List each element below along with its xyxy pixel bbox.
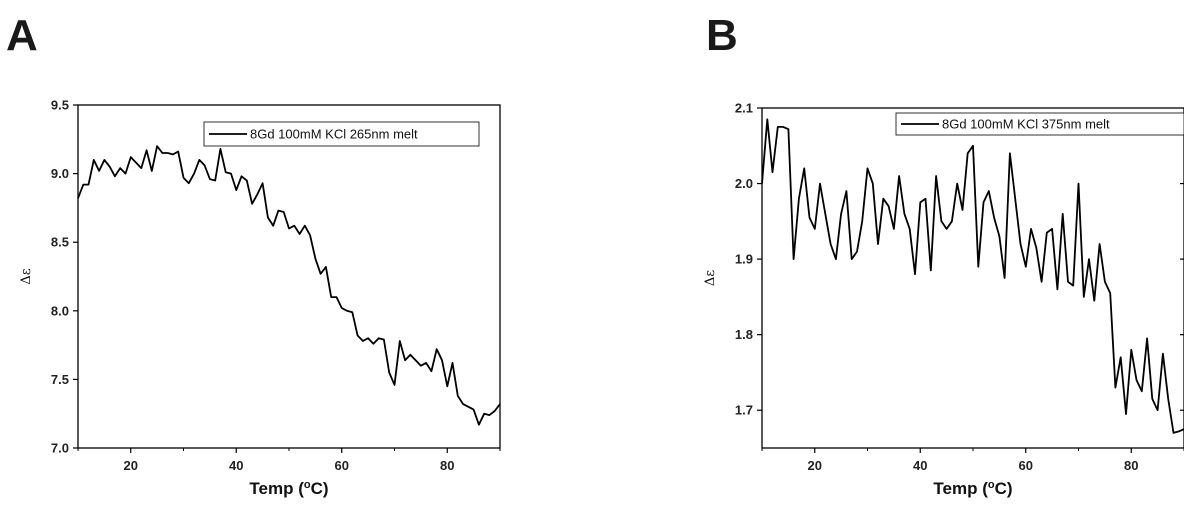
x-tick-label: 20 xyxy=(808,458,822,473)
x-tick-label: 60 xyxy=(1019,458,1033,473)
chart-panel-a: 20 40 60 80 7.0 7.5 8.0 8.5 9.0 9.5 8Gd 100mM KCl … xyxy=(19,98,501,498)
y-tick-label: 8.0 xyxy=(51,303,69,318)
y-tick-label: 7.0 xyxy=(51,441,69,456)
y-tick-label: 9.0 xyxy=(51,166,69,181)
x-tick-label: 20 xyxy=(124,458,138,473)
legend-box xyxy=(203,121,480,147)
y-tick-label: 1.8 xyxy=(735,327,753,342)
y-tick-label: 1.9 xyxy=(735,252,753,267)
panel-letter-b: B xyxy=(706,11,738,60)
series-line xyxy=(761,118,1184,434)
y-tick-label: 9.5 xyxy=(51,98,69,113)
y-tick-label: 1.7 xyxy=(735,403,753,418)
x-tick-label: 60 xyxy=(335,458,349,473)
x-tick-label: 40 xyxy=(913,458,927,473)
x-tick-label: 80 xyxy=(440,458,454,473)
legend-box xyxy=(895,112,1184,136)
chart-panel-b: 20 40 60 80 1.7 1.8 1.9 2.0 2.1 8Gd 100mM KCl 375… xyxy=(703,101,1184,498)
plot-frame xyxy=(77,104,501,449)
y-tick-label: 2.1 xyxy=(735,101,753,116)
series-line xyxy=(77,145,501,426)
y-tick-label: 7.5 xyxy=(51,372,69,387)
y-tick-label: 2.0 xyxy=(735,176,753,191)
panel-letter-a: A xyxy=(6,11,38,60)
y-axis-title: Δε xyxy=(703,270,718,286)
x-axis-title: Temp (oC) xyxy=(933,479,1012,498)
y-axis-title: Δε xyxy=(19,268,34,284)
legend-label: 8Gd 100mM KCl 265nm melt xyxy=(250,127,418,142)
legend-label: 8Gd 100mM KCl 375nm melt xyxy=(942,117,1110,132)
x-tick-label: 40 xyxy=(229,458,243,473)
y-tick-label: 8.5 xyxy=(51,235,69,250)
x-tick-label: 80 xyxy=(1124,458,1138,473)
x-axis-title: Temp (oC) xyxy=(249,479,328,498)
